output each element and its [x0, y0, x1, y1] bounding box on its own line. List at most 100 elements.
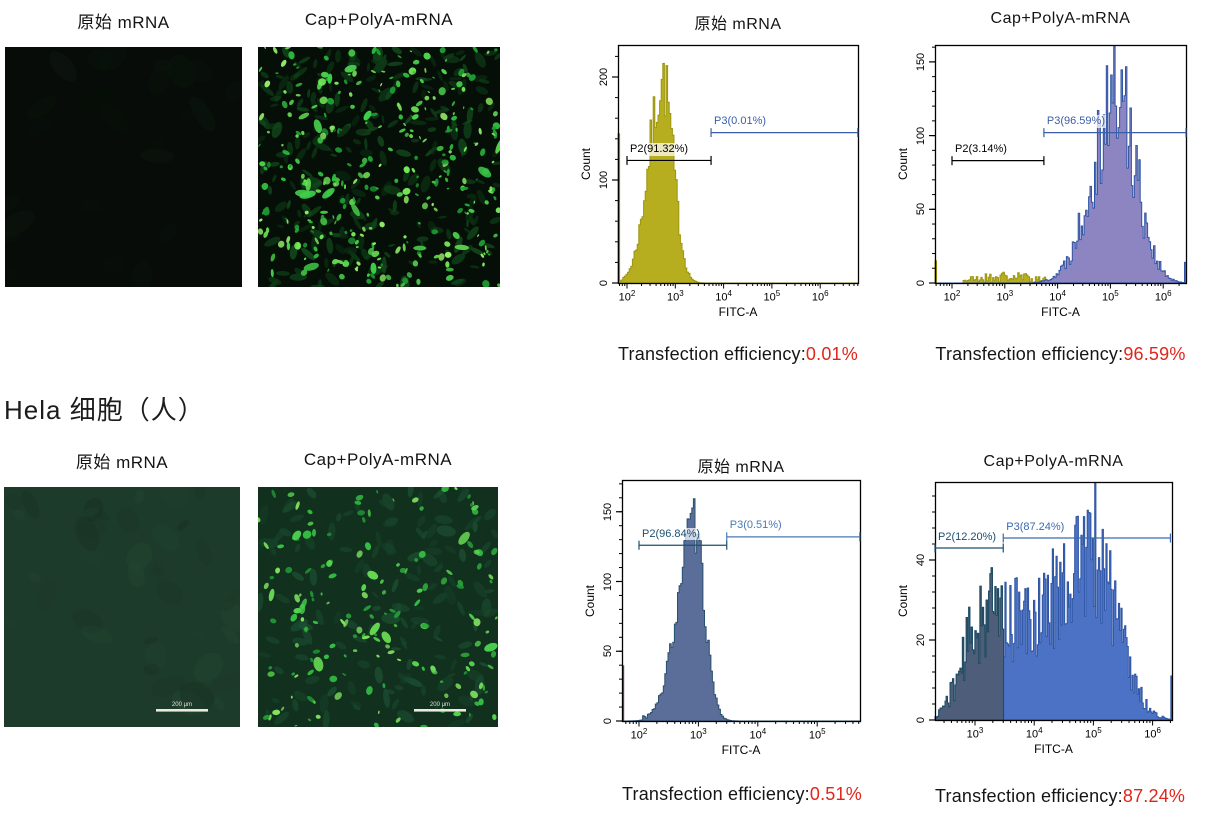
- cell: [357, 660, 371, 669]
- flow-plot-row2-original: 原始 mRNA 102 103 104 105 0 50 100 150 Count FITC-A…: [560, 440, 870, 775]
- cell: [394, 685, 404, 691]
- x-tick-label: 102: [618, 289, 636, 304]
- cell: [395, 80, 401, 88]
- cell: [403, 166, 410, 174]
- cell: [150, 138, 165, 154]
- cell: [384, 251, 391, 258]
- cell: [375, 531, 382, 548]
- cell: [270, 269, 274, 278]
- cell: [438, 87, 446, 96]
- cell: [334, 128, 336, 133]
- cell: [213, 696, 225, 711]
- cell: [292, 698, 299, 712]
- cell: [403, 72, 410, 78]
- cell: [285, 47, 292, 50]
- flow-histogram-canvas: [929, 481, 1174, 726]
- cell: [458, 641, 472, 649]
- cell: [466, 106, 474, 124]
- cell: [323, 176, 331, 185]
- cell: [381, 631, 392, 644]
- fluorescence-micrograph: 200 μm: [258, 487, 498, 727]
- cell: [258, 652, 272, 658]
- cell: [189, 96, 216, 132]
- cell: [377, 136, 385, 147]
- cell: [457, 695, 477, 707]
- cell: [311, 146, 318, 159]
- x-tick-label: 103: [690, 727, 707, 742]
- cell: [305, 178, 312, 192]
- cell: [407, 487, 415, 498]
- cell: [411, 168, 416, 173]
- cell: [406, 241, 409, 244]
- cell: [350, 104, 355, 109]
- x-tick-label: 105: [1085, 726, 1102, 741]
- cell: [344, 64, 357, 73]
- cell-layer: [4, 487, 240, 716]
- cell: [370, 262, 377, 274]
- cell: [472, 215, 479, 226]
- cell: [398, 114, 404, 120]
- cell: [258, 592, 264, 612]
- cell: [372, 605, 382, 611]
- cell: [466, 193, 476, 199]
- cell: [466, 219, 469, 228]
- cell: [421, 685, 427, 696]
- cell: [336, 213, 342, 221]
- cell: [378, 87, 393, 102]
- cell: [434, 108, 450, 114]
- cell: [327, 268, 330, 272]
- cell: [284, 218, 288, 220]
- cell: [444, 545, 457, 554]
- cell: [470, 107, 474, 111]
- cell: [462, 177, 467, 185]
- cell: [354, 559, 365, 574]
- cell: [370, 217, 378, 231]
- cell: [416, 175, 419, 179]
- cell: [340, 197, 346, 204]
- cell: [463, 121, 472, 139]
- cell: [351, 203, 360, 217]
- cell: [144, 640, 167, 670]
- cell: [354, 500, 362, 505]
- cell: [13, 510, 26, 520]
- cell: [464, 203, 470, 207]
- microscopy-title: 原始 mRNA: [77, 13, 170, 32]
- x-tick-label: 105: [1102, 289, 1119, 304]
- cell: [355, 245, 359, 249]
- cell: [491, 160, 495, 164]
- cell: [412, 81, 419, 94]
- cell: [292, 530, 302, 541]
- scale-bar-label: 200 μm: [430, 702, 450, 708]
- scale-bar: [414, 709, 466, 712]
- cell: [311, 104, 318, 109]
- cell: [83, 507, 99, 517]
- cell: [414, 155, 418, 160]
- x-tick-label: 106: [1144, 726, 1161, 741]
- cell: [268, 588, 275, 602]
- cell: [396, 283, 399, 287]
- cell: [336, 512, 342, 522]
- cell: [456, 81, 463, 88]
- cell: [468, 195, 477, 209]
- cell: [485, 97, 493, 106]
- cell: [391, 698, 400, 710]
- cell: [345, 613, 352, 619]
- cell: [404, 132, 409, 137]
- cell: [335, 105, 350, 113]
- cell: [352, 649, 358, 653]
- cell: [391, 578, 399, 593]
- cell: [344, 230, 348, 235]
- cell: [5, 194, 19, 216]
- cell: [203, 679, 214, 691]
- cell: [383, 185, 401, 195]
- cell: [350, 701, 362, 708]
- cell: [480, 148, 486, 156]
- left-edge-spike: [622, 665, 625, 721]
- cell: [307, 718, 312, 722]
- cell: [424, 547, 443, 555]
- cell: [264, 80, 271, 88]
- cell: [438, 175, 442, 178]
- cell: [439, 47, 446, 54]
- cell: [460, 652, 470, 658]
- cell: [342, 673, 347, 676]
